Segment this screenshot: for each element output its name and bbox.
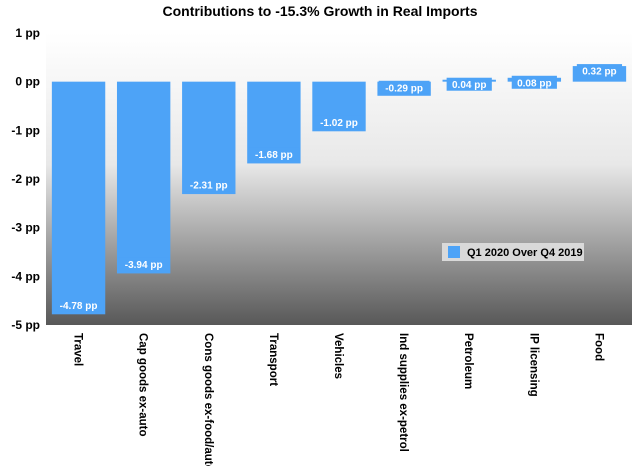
data-label-box — [53, 298, 104, 312]
y-tick-label: -4 pp — [11, 269, 40, 283]
bar — [51, 81, 106, 315]
y-tick-label: -5 pp — [11, 318, 40, 332]
data-label-box — [446, 77, 492, 91]
data-label-box — [378, 80, 430, 94]
data-label-box — [511, 75, 557, 89]
x-tick-label: IP licensing — [527, 333, 539, 397]
data-label: -0.29 pp — [385, 83, 423, 94]
data-label: -1.02 pp — [320, 118, 358, 129]
y-tick-label: -2 pp — [11, 172, 40, 186]
x-tick-label: Travel — [72, 333, 84, 366]
data-label: -3.94 pp — [125, 260, 163, 271]
x-tick-label: Food — [592, 333, 604, 361]
data-label-box — [118, 257, 170, 271]
y-tick-label: -1 pp — [11, 123, 40, 137]
x-tick-label: Ind supplies ex-petrol — [397, 333, 409, 452]
data-labels: -4.78 pp -3.94 pp -2.31 pp -1.68 pp -1.02 pp… — [53, 64, 623, 312]
data-label-box — [183, 178, 235, 192]
legend: Q1 2020 Over Q4 2019 — [442, 243, 584, 261]
bar — [182, 81, 236, 195]
legend-box — [442, 243, 584, 261]
x-tick-label: Cons goods ex-food/auto — [202, 333, 214, 466]
data-label-box — [248, 147, 300, 161]
data-label: -1.68 pp — [255, 150, 293, 161]
legend-swatch — [448, 246, 460, 258]
data-label: -4.78 pp — [60, 301, 98, 312]
data-label: -2.31 pp — [190, 181, 228, 192]
y-axis: 1 pp 0 pp -1 pp -2 pp -3 pp -4 pp -5 pp — [11, 26, 40, 332]
legend-label: Q1 2020 Over Q4 2019 — [467, 247, 583, 259]
x-tick-label: Petroleum — [462, 333, 474, 389]
x-tick-label: Transport — [267, 333, 279, 386]
bar — [116, 81, 171, 274]
data-label: 0.08 pp — [517, 78, 551, 89]
data-label-box — [576, 64, 623, 78]
y-tick-label: 0 pp — [15, 75, 40, 89]
data-label-box — [313, 115, 365, 129]
x-axis: Travel Cap goods ex-auto Cons goods ex-foo… — [72, 333, 605, 466]
data-label: 0.32 pp — [582, 67, 616, 78]
chart-title: Contributions to -15.3% Growth in Real I… — [162, 3, 477, 19]
y-tick-label: 1 pp — [15, 26, 40, 40]
data-label: 0.04 pp — [452, 80, 486, 91]
x-tick-label: Cap goods ex-auto — [137, 333, 149, 437]
y-tick-label: -3 pp — [11, 221, 40, 235]
x-tick-label: Vehicles — [332, 333, 344, 379]
